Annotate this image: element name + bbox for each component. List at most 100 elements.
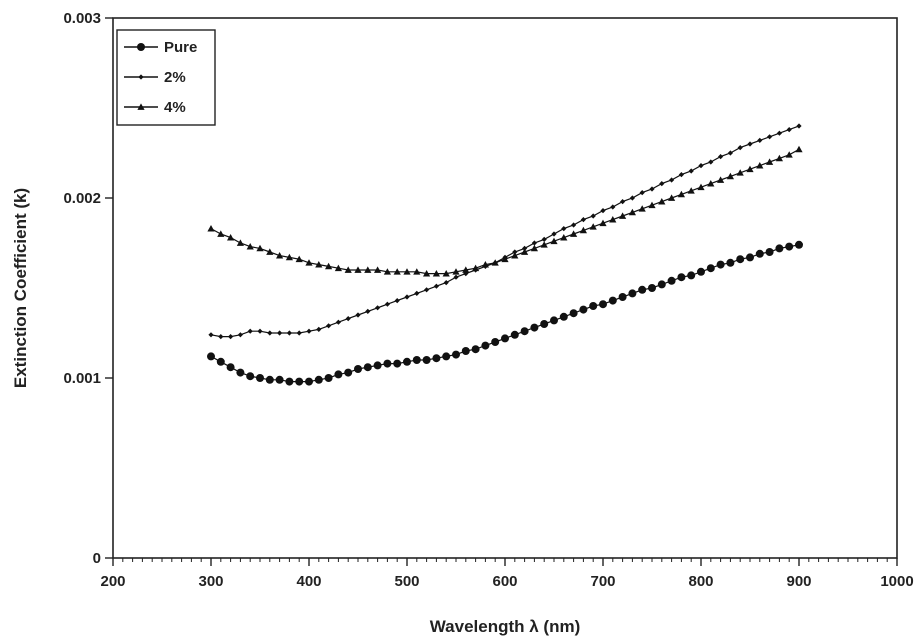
data-point [716, 260, 725, 269]
data-point [785, 242, 794, 251]
x-tick-label: 200 [100, 573, 125, 590]
data-point [726, 258, 735, 267]
data-point [442, 270, 450, 277]
data-point [736, 169, 744, 176]
legend-items: Pure 2% 4% [124, 39, 197, 116]
data-point [404, 294, 410, 300]
data-point [619, 212, 627, 219]
data-point [316, 326, 322, 332]
data-point [747, 141, 753, 147]
data-point [432, 354, 441, 363]
minor-ticks [122, 558, 888, 562]
data-point [638, 205, 646, 212]
data-point [775, 244, 784, 253]
data-point [324, 374, 333, 382]
data-point [326, 323, 332, 329]
data-point [305, 377, 313, 386]
data-point [707, 180, 715, 187]
data-point [610, 204, 616, 210]
data-point [736, 255, 745, 264]
data-point [657, 280, 666, 289]
data-point [628, 289, 637, 298]
data-point [236, 368, 245, 377]
data-point [423, 270, 431, 277]
legend-label: Pure [164, 39, 197, 56]
legend-label: 4% [164, 99, 186, 116]
data-point [373, 361, 382, 370]
data-point [667, 276, 676, 285]
data-point [560, 234, 568, 241]
x-tick-label: 800 [688, 573, 713, 590]
x-tick-label: 900 [786, 573, 811, 590]
data-point [756, 162, 764, 169]
data-point [757, 137, 763, 143]
series-circle [207, 240, 803, 386]
data-point [795, 145, 803, 153]
data-point [275, 375, 284, 384]
data-point [335, 319, 341, 325]
data-point [618, 293, 627, 301]
x-axis-ticks: 200 300 400 500 600 700 800 900 1000 [100, 558, 914, 590]
data-point [708, 159, 714, 165]
data-point [375, 305, 381, 311]
y-tick-label: 0 [93, 550, 101, 567]
data-point [452, 268, 460, 275]
y-tick-label: 0.003 [63, 10, 101, 27]
data-point [510, 330, 519, 339]
data-point [364, 266, 372, 273]
y-tick-label: 0.001 [63, 370, 101, 387]
data-point [453, 274, 459, 280]
data-point [785, 151, 793, 158]
data-point [501, 334, 509, 343]
data-point [384, 301, 390, 307]
data-point [658, 198, 666, 205]
data-point [354, 365, 362, 373]
legend-marker [137, 103, 145, 110]
data-point [334, 264, 342, 272]
data-point [412, 356, 421, 364]
data-point [314, 375, 323, 384]
x-tick-label: 500 [394, 573, 419, 590]
data-point [306, 328, 312, 334]
data-point [569, 309, 578, 318]
data-point [257, 328, 263, 334]
data-point [305, 259, 313, 266]
data-point [717, 176, 725, 183]
x-tick-label: 600 [492, 573, 517, 590]
data-point [775, 154, 783, 162]
legend-item: 2% [124, 69, 186, 86]
data-point [512, 249, 518, 255]
data-point [481, 261, 489, 268]
data-point [579, 226, 587, 234]
data-point [649, 186, 655, 192]
data-point [678, 172, 684, 178]
data-point [746, 253, 754, 262]
data-point [531, 240, 537, 246]
data-point [737, 145, 743, 151]
data-point [541, 236, 547, 242]
data-point [236, 239, 244, 246]
data-point [609, 216, 617, 223]
x-tick-label: 1000 [880, 573, 913, 590]
data-point [639, 190, 645, 196]
legend-marker [138, 74, 144, 80]
data-point [442, 352, 451, 361]
data-point [697, 183, 705, 191]
data-point [589, 302, 598, 310]
data-point [795, 240, 803, 249]
data-point [443, 280, 449, 286]
data-point [433, 283, 439, 289]
data-point [218, 334, 224, 340]
data-point [726, 172, 734, 180]
data-point [403, 268, 411, 275]
legend-item: Pure [124, 39, 197, 56]
data-point [481, 341, 490, 350]
data-point [226, 363, 235, 372]
data-point [432, 270, 440, 277]
data-point [511, 252, 519, 259]
data-point [796, 123, 802, 129]
data-point [334, 370, 343, 379]
data-point [669, 177, 675, 183]
data-point [345, 316, 351, 322]
